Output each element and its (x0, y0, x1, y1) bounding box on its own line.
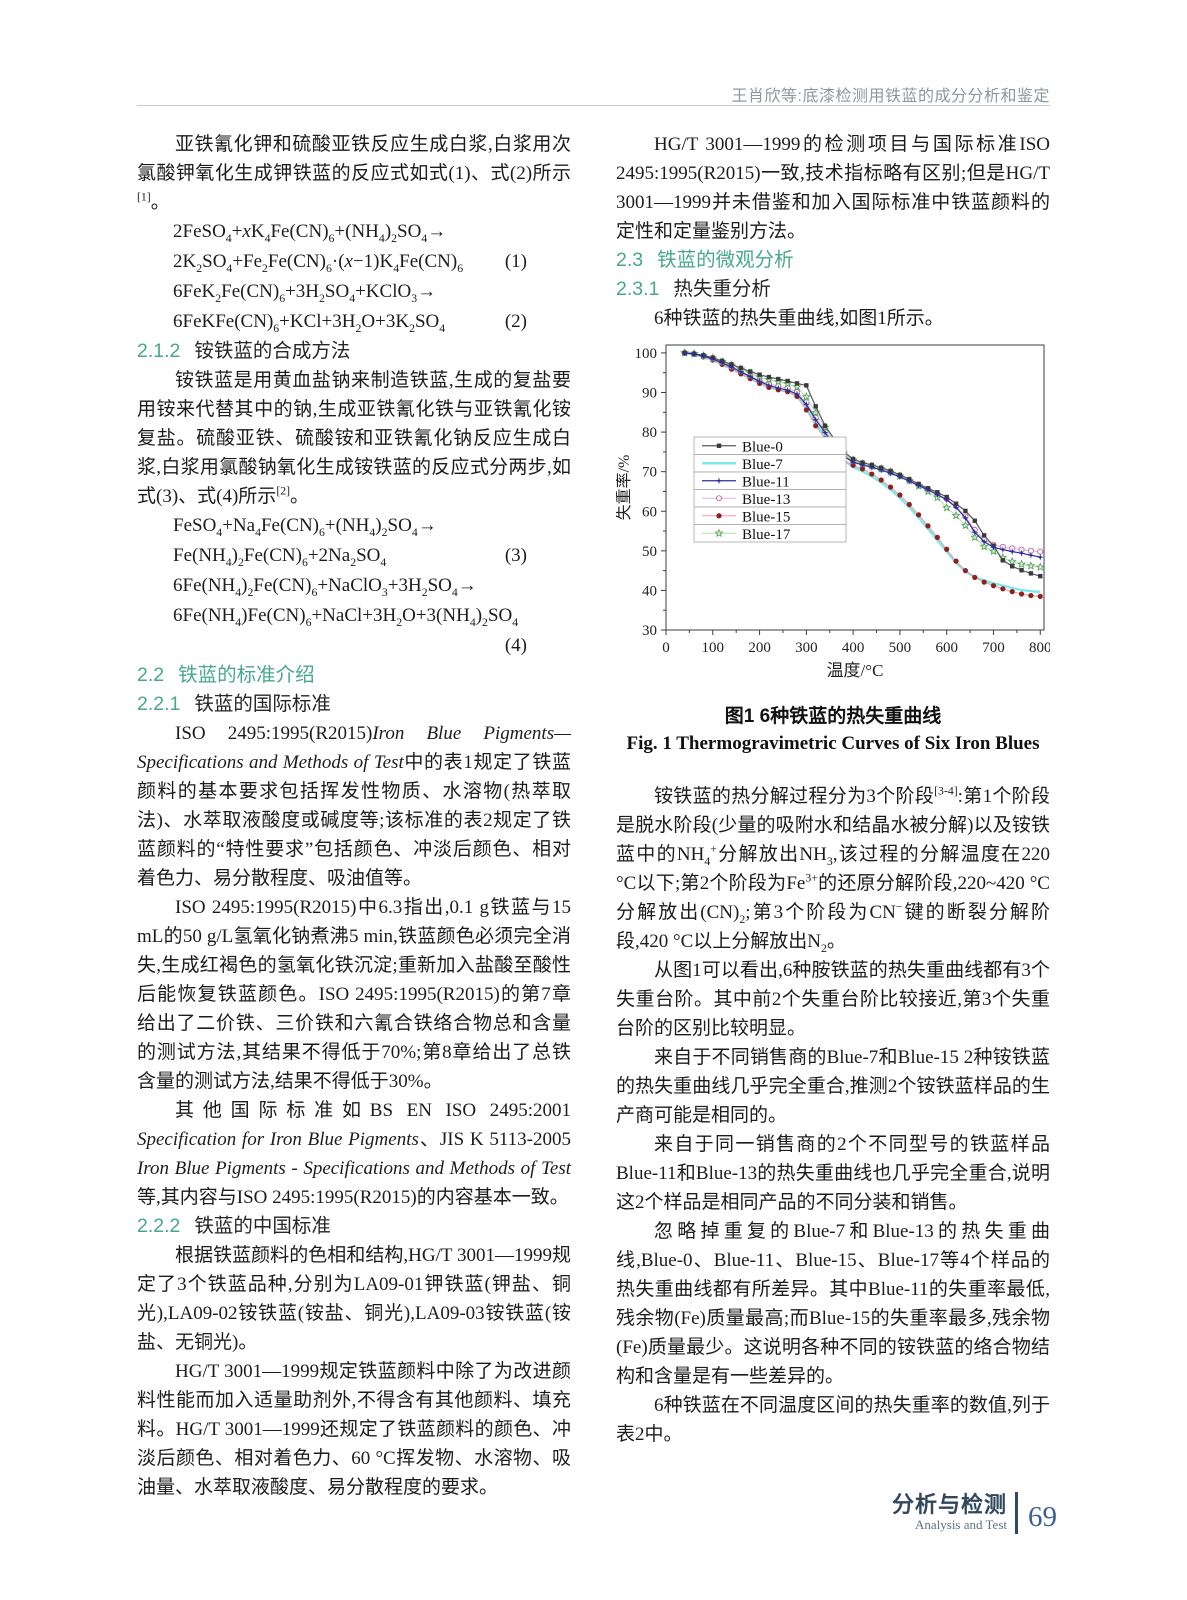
section-title: 铁蓝的微观分析 (657, 249, 794, 271)
svg-text:温度/°C: 温度/°C (827, 661, 884, 680)
equation-line: FeSO4+Na4Fe(CN)6+(NH4)2SO4→ (173, 511, 571, 541)
paragraph-table-ref: 6种铁蓝在不同温度区间的热失重率的数值,列于表2中。 (616, 1395, 1050, 1445)
section-heading-2-2-2: 2.2.2 铁蓝的中国标准 (137, 1212, 571, 1241)
svg-text:Blue-7: Blue-7 (742, 457, 783, 473)
svg-text:500: 500 (889, 640, 912, 656)
equation-line: 6FeKFe(CN)6+KCl+3H2O+3K2SO4 (2) (173, 307, 571, 337)
equation-number: (4) (504, 635, 527, 656)
equation-number: (1) (504, 251, 527, 272)
paragraph-differences: 忽略掉重复的Blue-7和Blue-13的热失重曲线,Blue-0、Blue-1… (616, 1221, 1050, 1387)
section-title: 热失重分析 (673, 278, 771, 300)
figure-caption-cn: 图1 6种铁蓝的热失重曲线 (724, 706, 942, 727)
page-footer: 分析与检测 Analysis and Test 69 (892, 1492, 1057, 1534)
section-heading-2-3-1: 2.3.1 热失重分析 (616, 275, 1050, 304)
svg-text:80: 80 (642, 425, 657, 441)
paragraph-ammonium-synthesis: 铵铁蓝是用黄血盐钠来制造铁蓝,生成的复盐要用铵来代替其中的钠,生成亚铁氰化铁与亚… (137, 370, 571, 507)
svg-text:Blue-11: Blue-11 (742, 474, 790, 490)
svg-text:Blue-17: Blue-17 (742, 527, 791, 543)
paragraph-figure-intro: 6种铁蓝的热失重曲线,如图1所示。 (654, 308, 944, 329)
section-number: 2.1.2 (137, 340, 181, 362)
section-number: 2.3.1 (616, 278, 660, 300)
figure-1: 30 40 50 60 70 80 90 100 0 100 200 300 400 500 600 700 8… (615, 337, 1052, 758)
journal-title-block: 分析与检测 Analysis and Test (892, 1493, 1007, 1533)
svg-text:100: 100 (635, 346, 658, 362)
equation-line: 6FeK2Fe(CN)6+3H2SO4+KClO3→ (173, 277, 571, 307)
equation-body: 6Fe(NH4)2Fe(CN)6+NaClO3+3H2SO4→ (173, 575, 477, 599)
equation-line: (4) (173, 631, 571, 661)
header-rule (137, 105, 1050, 106)
svg-text:0: 0 (662, 640, 670, 656)
svg-text:Blue-13: Blue-13 (742, 492, 790, 508)
svg-text:300: 300 (795, 640, 818, 656)
equation-line: 6Fe(NH4)Fe(CN)6+NaCl+3H2O+3(NH4)2SO4 (173, 601, 571, 631)
journal-title-cn: 分析与检测 (891, 1492, 1007, 1517)
svg-text:30: 30 (642, 623, 657, 639)
paragraph-vendor: 来自于不同销售商的Blue-7和Blue-15 2种铵铁蓝的热失重曲线几乎完全重… (616, 1047, 1050, 1126)
section-heading-2-1-2: 2.1.2 铵铁蓝的合成方法 (137, 337, 571, 366)
page-number: 69 (1028, 1500, 1057, 1533)
section-title: 铁蓝的国际标准 (194, 693, 331, 715)
equation-body: FeSO4+Na4Fe(CN)6+(NH4)2SO4→ (173, 515, 437, 539)
section-number: 2.3 (616, 249, 644, 271)
equation-body: 6FeK2Fe(CN)6+3H2SO4+KClO3→ (173, 281, 437, 305)
section-heading-2-2-1: 2.2.1 铁蓝的国际标准 (137, 690, 571, 719)
equation-body: 2FeSO4+xK4Fe(CN)6+(NH4)2SO4→ (173, 221, 447, 245)
svg-text:700: 700 (982, 640, 1005, 656)
paragraph-other-standards: 其他国际标准如BS EN ISO 2495:2001 Specification… (137, 1100, 571, 1208)
journal-title-en: Analysis and Test (914, 1517, 1007, 1532)
equation-body: 2K2SO4+Fe2Fe(CN)6·(x−1)K4Fe(CN)6 (173, 251, 464, 275)
svg-text:70: 70 (642, 465, 657, 481)
section-number: 2.2 (137, 664, 165, 686)
equation-line: Fe(NH4)2Fe(CN)6+2Na2SO4 (3) (173, 541, 571, 571)
equation-line: 6Fe(NH4)2Fe(CN)6+NaClO3+3H2SO4→ (173, 571, 571, 601)
svg-text:Blue-15: Blue-15 (742, 509, 790, 525)
equation-line: 2K2SO4+Fe2Fe(CN)6·(x−1)K4Fe(CN)6 (1) (173, 247, 571, 277)
section-number: 2.2.2 (137, 1215, 181, 1237)
left-column: 亚铁氰化钾和硫酸亚铁反应生成白浆,白浆用次氯酸钾氧化生成钾铁蓝的反应式如式(1)… (137, 130, 571, 1502)
running-head: 王肖欣等:底漆检测用铁蓝的成分分析和鉴定 (731, 88, 1050, 105)
section-title: 铁蓝的标准介绍 (178, 664, 315, 686)
section-title: 铁蓝的中国标准 (194, 1215, 331, 1237)
svg-text:60: 60 (642, 504, 657, 520)
paragraph-iso-test: ISO 2495:1995(R2015)中6.3指出,0.1 g铁蓝与15 mL… (137, 897, 571, 1092)
equation-body: 6Fe(NH4)Fe(CN)6+NaCl+3H2O+3(NH4)2SO4 (173, 605, 519, 629)
paragraph-same-product: 来自于同一销售商的2个不同型号的铁蓝样品Blue-11和Blue-13的热失重曲… (616, 1134, 1050, 1213)
equation-body: Fe(NH4)2Fe(CN)6+2Na2SO4 (173, 545, 387, 569)
paragraph-hgt: HG/T 3001—1999的检测项目与国际标准ISO 2495:1995(R2… (616, 134, 1050, 242)
equation-number: (3) (504, 545, 527, 566)
figure-caption-en: Fig. 1 Thermogravimetric Curves of Six I… (626, 733, 1040, 754)
svg-text:200: 200 (748, 640, 771, 656)
svg-text:600: 600 (935, 640, 958, 656)
right-column: HG/T 3001—1999的检测项目与国际标准ISO 2495:1995(R2… (615, 130, 1052, 1449)
section-heading-2-2: 2.2 铁蓝的标准介绍 (137, 661, 571, 690)
footer-divider (1015, 1492, 1018, 1534)
svg-text:90: 90 (642, 386, 657, 402)
paragraph-china-standard-1: 根据铁蓝颜料的色相和结构,HG/T 3001—1999规定了3个铁蓝品种,分别为… (137, 1245, 571, 1353)
section-title: 铵铁蓝的合成方法 (194, 340, 351, 362)
paragraph-steps: 从图1可以看出,6种胺铁蓝的热失重曲线都有3个失重台阶。其中前2个失重台阶比较接… (616, 960, 1050, 1039)
equation-number: (2) (504, 311, 527, 332)
section-heading-2-3: 2.3 铁蓝的微观分析 (616, 246, 1050, 275)
svg-text:Blue-0: Blue-0 (742, 439, 783, 455)
paragraph-china-standard-2: HG/T 3001—1999规定铁蓝颜料中除了为改进颜料性能而加入适量助剂外,不… (137, 1361, 571, 1498)
svg-text:800: 800 (1029, 640, 1050, 656)
svg-text:失重率/%: 失重率/% (616, 455, 633, 521)
paragraph-stages: 铵铁蓝的热分解过程分为3个阶段[3-4]:第1个阶段是脱水阶段(少量的吸附水和结… (616, 784, 1050, 955)
svg-text:100: 100 (702, 640, 725, 656)
tg-chart: 30 40 50 60 70 80 90 100 0 100 200 300 400 500 600 700 8… (615, 337, 1052, 701)
section-number: 2.2.1 (137, 693, 181, 715)
equation-body: 6FeKFe(CN)6+KCl+3H2O+3K2SO4 (173, 311, 446, 335)
svg-text:40: 40 (642, 583, 657, 599)
equation-line: 2FeSO4+xK4Fe(CN)6+(NH4)2SO4→ (173, 217, 571, 247)
paragraph-iso-table: ISO 2495:1995(R2015)Iron Blue Pigments—S… (137, 723, 571, 889)
svg-text:50: 50 (642, 544, 657, 560)
paragraph-intro: 亚铁氰化钾和硫酸亚铁反应生成白浆,白浆用次氯酸钾氧化生成钾铁蓝的反应式如式(1)… (137, 134, 571, 213)
svg-text:400: 400 (842, 640, 865, 656)
